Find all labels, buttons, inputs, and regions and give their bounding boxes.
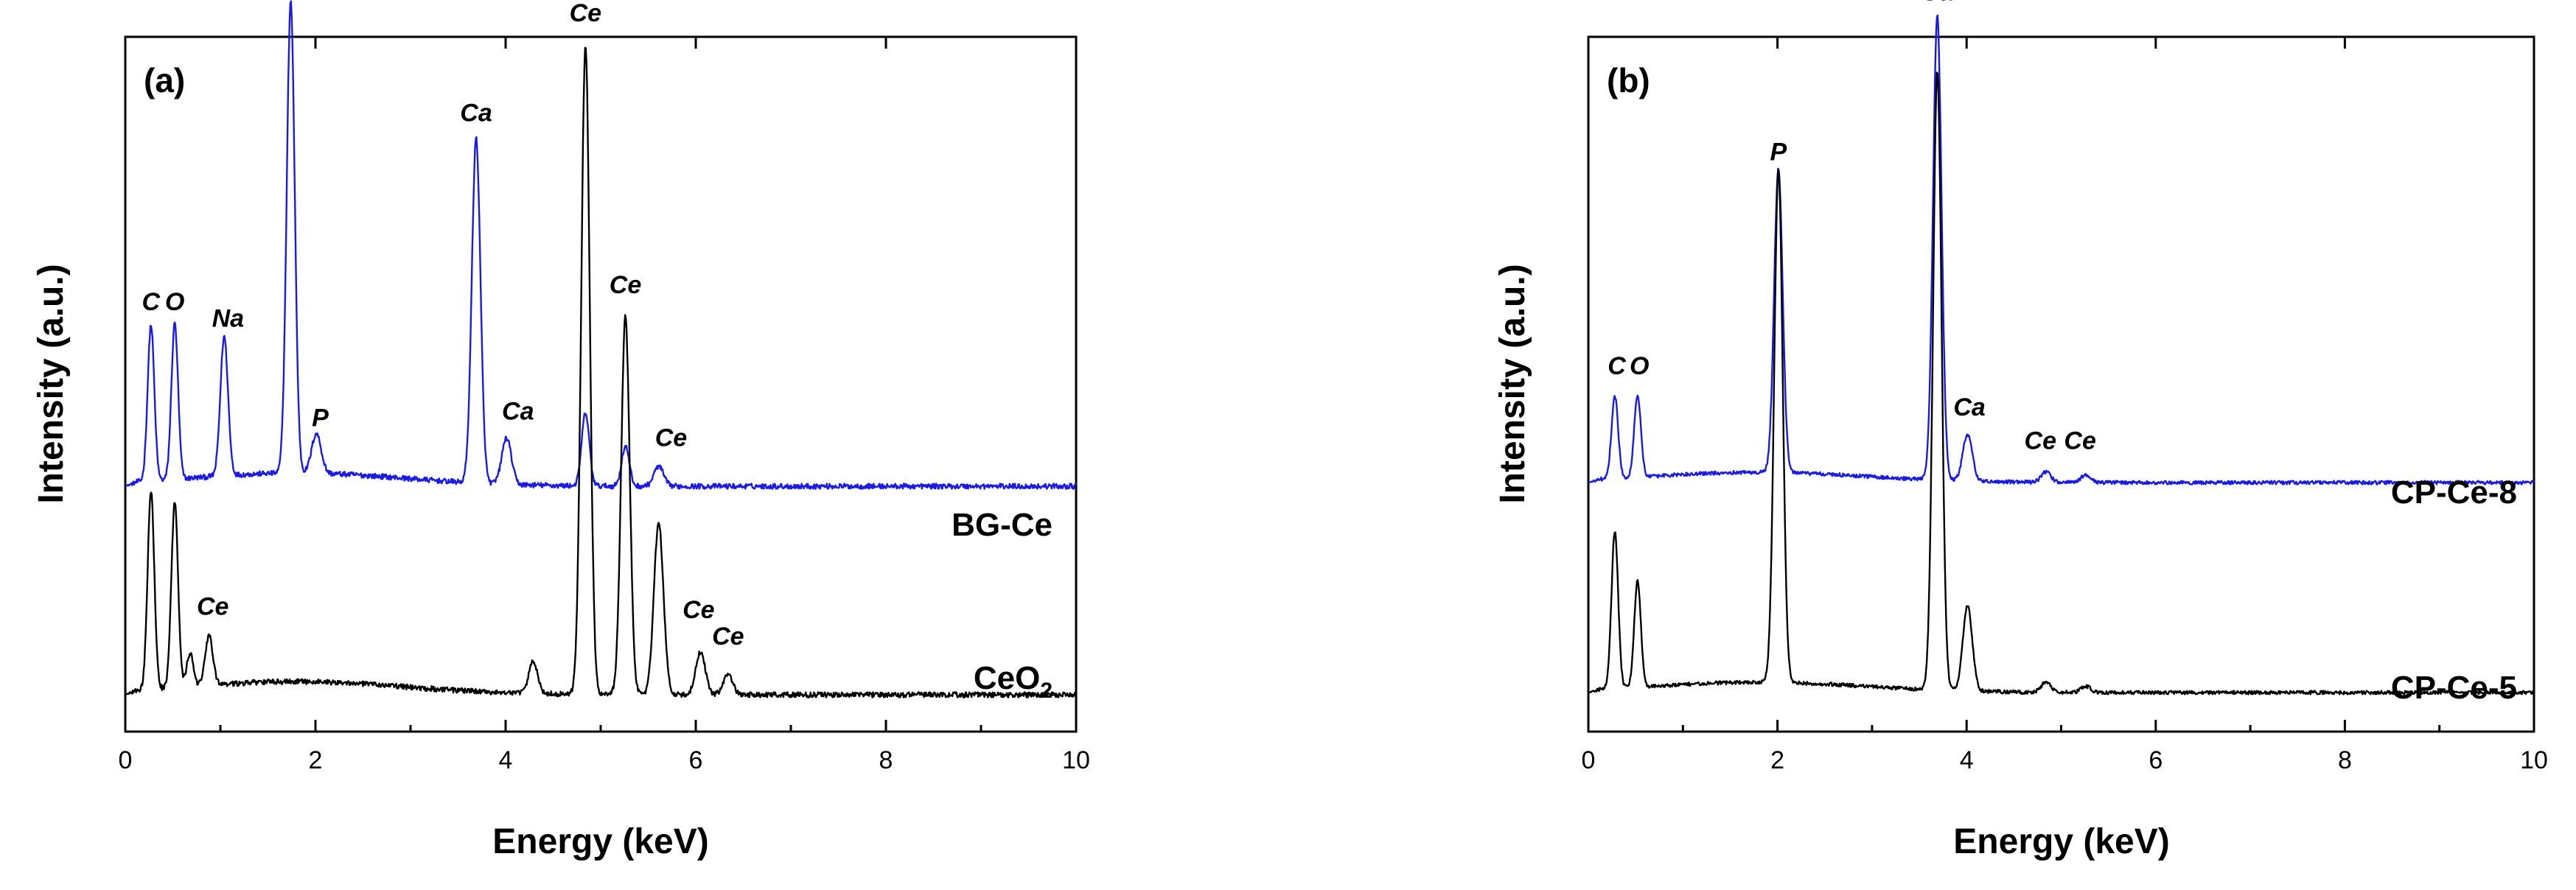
peak-label-ca: Ca	[502, 398, 534, 426]
series-label-ceo2-subscript: 2	[1040, 679, 1053, 703]
peak-label-ce: Ce	[712, 623, 744, 651]
panel-b-label: (b)	[1607, 61, 1650, 99]
peak-label-ce: Ce	[655, 424, 687, 452]
panel-a-series	[125, 0, 1078, 698]
peak-label-ce: Ce	[570, 0, 601, 27]
panel-a-x-ticks: 0 2 4 6 8 10	[119, 37, 1090, 774]
peak-label-c: C	[1608, 352, 1626, 380]
panel-a-x-axis-title: Energy (keV)	[492, 822, 708, 861]
x-tick-label: 8	[2338, 746, 2352, 774]
panel-a-y-axis-title: Intensity (a.u.)	[32, 264, 71, 503]
x-tick-label: 0	[1582, 746, 1596, 774]
panel-b-plot-frame	[1587, 35, 2535, 733]
peak-label-o: O	[165, 288, 184, 316]
series-label-cp-ce-8: CP-Ce-8	[2391, 474, 2517, 511]
spectrum-line-cp-ce-5	[1588, 71, 2535, 695]
series-label-ceo2: CeO2	[974, 660, 1053, 703]
panel-a-plot-frame	[124, 35, 1078, 733]
peak-label-o: O	[1630, 352, 1649, 380]
peak-label-ce: Ce	[2064, 427, 2095, 455]
x-tick-label: 2	[309, 746, 323, 774]
x-tick-label: 10	[2520, 746, 2548, 774]
panel-a: (a) Energy (keV) Intensity (a.u.) 0 2 4 6 8 1…	[32, 0, 1090, 861]
peak-label-c: C	[142, 288, 161, 316]
x-tick-label: 0	[119, 746, 133, 774]
peak-label-ca: Ca	[460, 99, 492, 127]
series-label-bg-ce: BG-Ce	[952, 507, 1053, 543]
x-tick-label: 8	[879, 746, 893, 774]
x-tick-label: 6	[689, 746, 703, 774]
spectrum-line-ceo2	[125, 46, 1077, 698]
panel-a-peak-annotations: CONaSiPCaCaCeCeCeCeCeCe	[142, 0, 744, 651]
x-tick-label: 4	[499, 746, 513, 774]
peak-label-na: Na	[212, 305, 244, 333]
x-tick-label: 10	[1062, 746, 1090, 774]
panel-a-label: (a)	[144, 61, 185, 99]
x-tick-label: 6	[2149, 746, 2163, 774]
peak-label-si: Si	[279, 0, 304, 1]
panel-b-peak-annotations: CO P Ca Ca Ce Ce	[1608, 0, 2096, 455]
series-label-ceo2-main: CeO	[974, 660, 1040, 696]
peak-label-ce: Ce	[197, 593, 228, 621]
series-label-cp-ce-5: CP-Ce-5	[2391, 670, 2517, 706]
peak-label-ce: Ce	[610, 271, 641, 299]
peak-label-p: P	[1770, 139, 1787, 167]
peak-label-ca: Ca	[1953, 393, 1985, 421]
panel-b-y-axis-title: Intensity (a.u.)	[1493, 264, 1532, 503]
peak-label-p: P	[312, 404, 329, 432]
panel-b: (b) Energy (keV) Intensity (a.u.) 0 2 4 6 8 1…	[1493, 0, 2548, 861]
spectrum-line-bg-ce	[125, 0, 1078, 490]
panel-b-x-ticks: 0 2 4 6 8 10	[1582, 37, 2548, 774]
peak-label-ce: Ce	[683, 596, 714, 624]
peak-label-ce: Ce	[2025, 427, 2056, 455]
panel-b-x-axis-title: Energy (keV)	[1953, 822, 2169, 861]
x-tick-label: 2	[1770, 746, 1784, 774]
spectrum-line-cp-ce-8	[1588, 14, 2535, 486]
peak-label-ca: Ca	[1921, 0, 1953, 7]
panel-b-series	[1588, 14, 2535, 695]
x-tick-label: 4	[1960, 746, 1974, 774]
